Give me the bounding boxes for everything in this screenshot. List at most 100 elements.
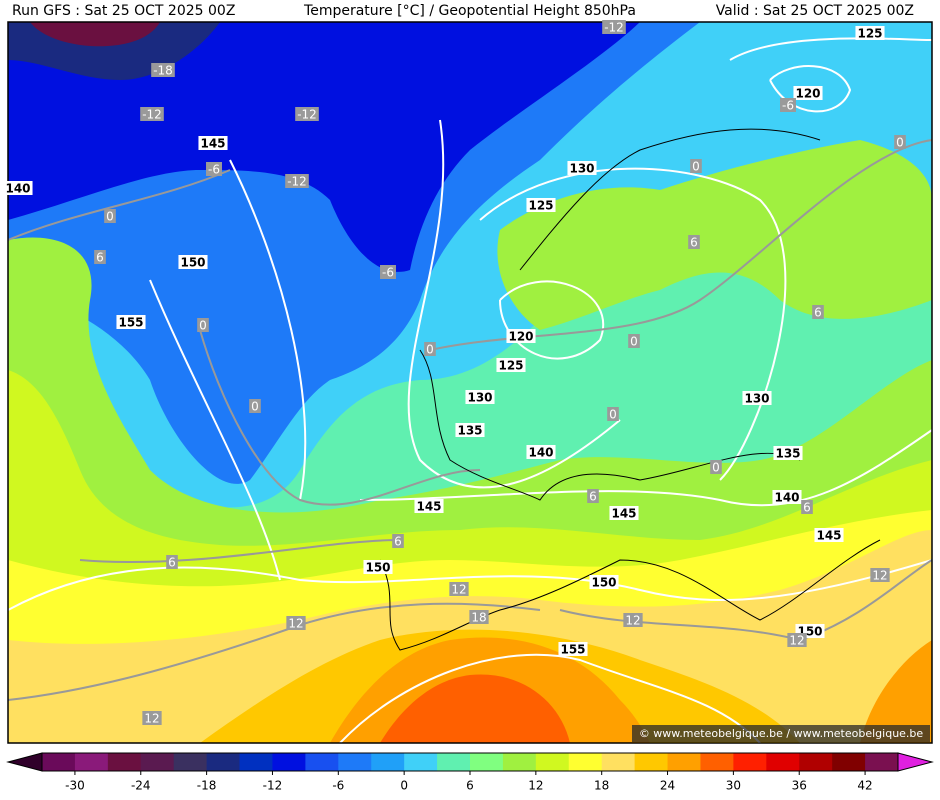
colorbar-box <box>140 753 175 771</box>
map <box>8 22 932 743</box>
temperature-label-text: 12 <box>872 569 887 583</box>
height-label-bg <box>414 499 444 513</box>
height-label: 135 <box>455 423 485 438</box>
height-label-text: 145 <box>611 507 636 521</box>
temperature-label-bg <box>392 534 404 548</box>
temperature-label-text: 0 <box>609 408 617 422</box>
colorbar-box <box>865 753 899 771</box>
height-label-bg <box>526 445 556 459</box>
temperature-label-text: 6 <box>803 501 811 515</box>
temperature-label-bg <box>206 162 222 176</box>
colorbar: -30 -24 -18 -12 -6 0 6 12 18 24 30 36 42 <box>6 752 934 793</box>
height-label: 150 <box>589 575 619 590</box>
temperature-label: 12 <box>623 613 643 628</box>
temperature-label-text: -18 <box>153 64 173 78</box>
height-label-text: 150 <box>180 256 205 270</box>
temperature-label-text: -12 <box>604 21 624 35</box>
height-label-text: 130 <box>467 391 492 405</box>
colorbar-box <box>766 753 800 771</box>
temperature-label-text: 12 <box>144 712 159 726</box>
colorbar-box <box>239 753 273 771</box>
colorbar-box <box>173 753 208 771</box>
colorbar-box <box>338 753 372 771</box>
colorbar-box <box>437 753 471 771</box>
height-label: 130 <box>742 391 772 406</box>
colorbar-box <box>733 753 767 771</box>
height-label-text: 130 <box>744 392 769 406</box>
height-label-text: 145 <box>816 529 841 543</box>
temperature-label-text: -12 <box>297 108 317 122</box>
height-label-bg <box>3 181 33 195</box>
temperature-label-bg <box>587 489 599 503</box>
height-label-bg <box>455 423 485 437</box>
temperature-label-bg <box>469 610 489 624</box>
height-label: 145 <box>814 528 844 543</box>
height-label: 145 <box>414 499 444 514</box>
temperature-label-text: 6 <box>394 535 402 549</box>
height-label: 155 <box>116 315 146 330</box>
colorbar-box <box>634 753 669 771</box>
temperature-label: 12 <box>787 633 807 648</box>
colorbar-box <box>305 753 339 771</box>
temperature-label-bg <box>295 107 319 121</box>
temperature-label-text: -6 <box>208 163 220 177</box>
temperature-label-text: 0 <box>251 400 259 414</box>
temperature-label-bg <box>623 613 643 627</box>
colorbar-tick-label: 6 <box>466 779 474 793</box>
height-label-text: 120 <box>508 330 533 344</box>
temperature-label: 0 <box>628 334 640 349</box>
height-label: 145 <box>609 506 639 521</box>
height-label-bg <box>506 329 536 343</box>
height-label-bg <box>609 506 639 520</box>
height-label-text: 150 <box>365 561 390 575</box>
run-info: Run GFS : Sat 25 OCT 2025 00Z <box>12 3 235 19</box>
colorbar-box <box>42 753 76 771</box>
temperature-label-bg <box>812 305 824 319</box>
temperature-label-text: 0 <box>896 136 904 150</box>
temperature-label-bg <box>142 711 162 725</box>
height-label-text: 125 <box>528 199 553 213</box>
temperature-label-text: 0 <box>426 343 434 357</box>
colorbar-tick-label: 30 <box>726 779 741 793</box>
temperature-label: -12 <box>140 107 164 122</box>
colorbar-box <box>371 753 405 771</box>
temperature-label-bg <box>894 135 906 149</box>
temperature-label-bg <box>607 407 619 421</box>
temperature-label-bg <box>628 334 640 348</box>
temperature-label-text: 0 <box>106 210 114 224</box>
colorbar-box <box>470 753 504 771</box>
height-label: 135 <box>773 446 803 461</box>
temperature-label-bg <box>688 235 700 249</box>
temperature-label: 6 <box>392 534 404 549</box>
temperature-label: 6 <box>587 489 599 504</box>
height-label-text: 140 <box>528 446 553 460</box>
colorbar-tick-label: -18 <box>197 779 217 793</box>
colorbar-tick-label: 18 <box>594 779 609 793</box>
height-label-text: 145 <box>416 500 441 514</box>
height-label-bg <box>558 642 588 656</box>
map-frame <box>7 21 933 744</box>
temperature-label: 12 <box>142 711 162 726</box>
height-label: 130 <box>567 161 597 176</box>
temperature-label: 0 <box>424 342 436 357</box>
colorbar-box <box>272 753 306 771</box>
height-label: 145 <box>198 136 228 151</box>
height-label-text: 130 <box>569 162 594 176</box>
height-label-bg <box>773 446 803 460</box>
temperature-label: -12 <box>295 107 319 122</box>
temperature-label-text: 0 <box>712 461 720 475</box>
colorbar-tick-label: -12 <box>263 779 283 793</box>
height-label: 140 <box>772 490 802 505</box>
temperature-label-text: 0 <box>199 319 207 333</box>
colorbar-tick-label: 12 <box>528 779 543 793</box>
temperature-label-bg <box>690 159 702 173</box>
height-label: 140 <box>3 181 33 196</box>
contour-labels: 1251201451401301251501551201251301351301… <box>3 20 906 726</box>
temperature-label-bg <box>166 555 178 569</box>
temperature-label: -12 <box>285 174 309 189</box>
height-label-text: 145 <box>200 137 225 151</box>
height-label: 140 <box>526 445 556 460</box>
height-label-bg <box>198 136 228 150</box>
temperature-label-text: -12 <box>142 108 162 122</box>
